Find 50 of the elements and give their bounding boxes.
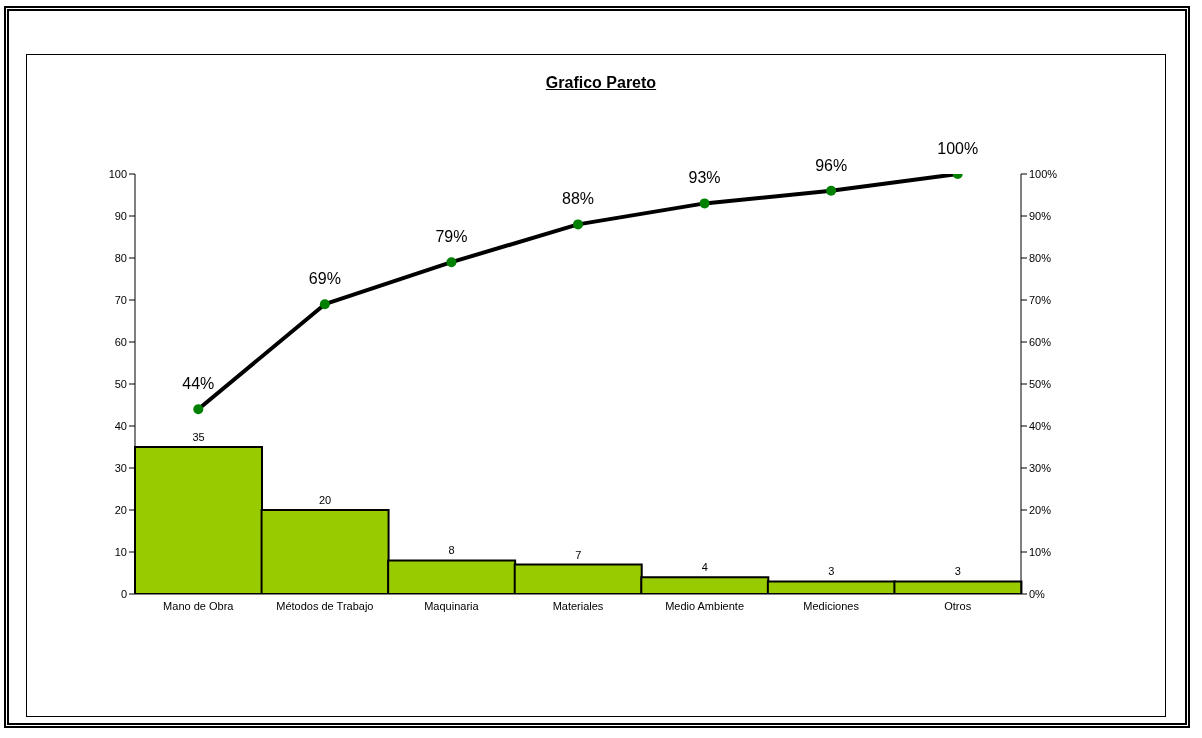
y2-tick-label: 40% xyxy=(1029,419,1052,432)
y-tick-label: 50 xyxy=(114,377,127,390)
x-tick-label: Mediciones xyxy=(803,599,860,612)
y-tick-label: 0 xyxy=(120,587,127,600)
point xyxy=(573,219,583,230)
y-tick-label: 30 xyxy=(114,461,127,474)
y2-tick-label: 90% xyxy=(1029,209,1052,222)
y2-tick-label: 0% xyxy=(1029,587,1046,600)
x-tick-label: Materiales xyxy=(552,599,604,612)
point xyxy=(446,257,457,268)
data-label: 35 xyxy=(192,431,205,443)
x-tick-label: Otros xyxy=(944,599,972,612)
y-tick-label: 70 xyxy=(114,293,127,306)
x-tick-label: Medio Ambiente xyxy=(665,599,745,612)
y-tick-label: 10 xyxy=(114,545,127,558)
data-label: 3 xyxy=(828,565,835,578)
data-label: 3 xyxy=(954,565,961,578)
data-label: 79% xyxy=(435,228,468,246)
point xyxy=(699,198,710,209)
data-label: 44% xyxy=(182,375,215,393)
data-label: 20 xyxy=(318,494,332,506)
y2-tick-label: 10% xyxy=(1029,545,1052,558)
data-label: 69% xyxy=(308,270,341,288)
y2-tick-label: 70% xyxy=(1029,293,1052,306)
data-label: 93% xyxy=(688,169,721,187)
data-label: 4 xyxy=(701,561,708,574)
data-label: 88% xyxy=(561,190,595,208)
point xyxy=(319,299,330,310)
x-tick-label: Maquinaria xyxy=(424,599,480,612)
point xyxy=(826,185,837,196)
y2-tick-label: 30% xyxy=(1029,461,1052,474)
point xyxy=(193,404,204,415)
data-label: 96% xyxy=(815,156,848,174)
y2-tick-label: 60% xyxy=(1029,335,1052,348)
y-tick-label: 20 xyxy=(114,503,127,516)
data-label: 7 xyxy=(575,548,582,561)
y-tick-label: 90 xyxy=(114,209,127,222)
y2-tick-label: 80% xyxy=(1029,251,1052,264)
y-tick-label: 40 xyxy=(114,419,127,432)
y-tick-label: 100 xyxy=(108,167,127,180)
data-label: 8 xyxy=(448,544,455,557)
data-label: 100% xyxy=(937,140,979,157)
chart-title: Grafico Pareto xyxy=(544,74,658,92)
y2-tick-label: 50% xyxy=(1029,377,1052,390)
y2-tick-label: 20% xyxy=(1029,503,1052,516)
y2-tick-label: 100% xyxy=(1029,167,1058,180)
y-tick-label: 80 xyxy=(114,251,127,264)
x-tick-label: Métodos de Trabajo xyxy=(276,599,374,612)
y-tick-label: 60 xyxy=(114,335,127,348)
x-tick-label: Mano de Obra xyxy=(163,599,235,612)
